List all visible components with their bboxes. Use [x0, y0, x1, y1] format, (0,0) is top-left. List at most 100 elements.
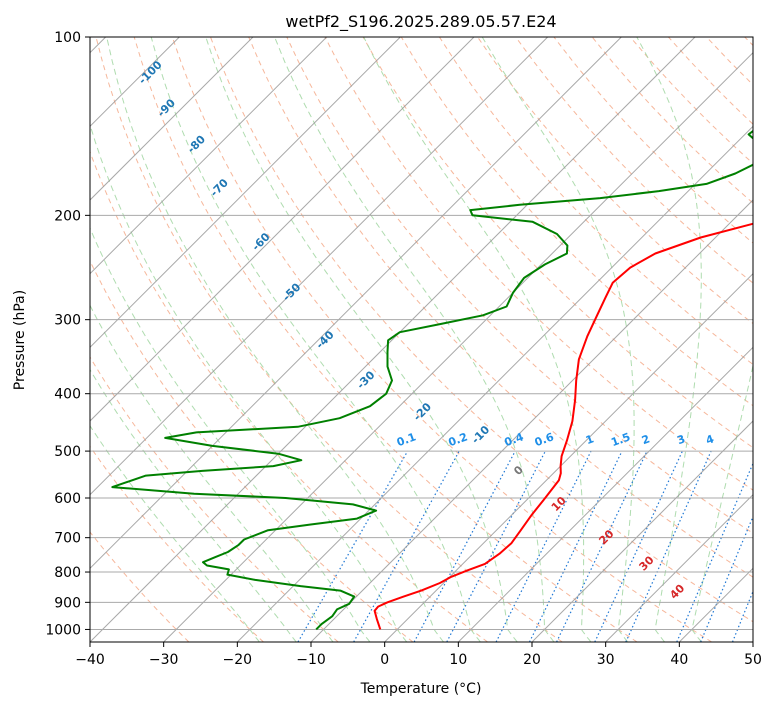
x-tick-label: 50: [744, 652, 762, 668]
dry-adiabat-line: [171, 37, 712, 642]
plot-frame: [89, 36, 754, 643]
y-tick-label: 500: [54, 444, 81, 460]
plot-labels: -100-90-80-70-60-50-40-30-20-10010203040…: [136, 58, 763, 602]
y-tick-label: 1000: [45, 622, 81, 638]
dry-adiabat-line: [668, 37, 753, 125]
isotherm-line: [236, 125, 753, 642]
mixing-ratio-label: 6: [751, 432, 763, 447]
dry-adiabat-line: [90, 531, 190, 642]
mixing-ratio-label: 4: [704, 432, 716, 447]
mixing-ratio-label: 0.1: [395, 430, 418, 449]
isotherm-line: [531, 420, 753, 642]
dry-adiabat-line: [133, 37, 638, 642]
x-axis-label: Temperature (°C): [360, 681, 482, 697]
y-tick-label: 200: [54, 208, 81, 224]
mixing-ratio-label: 0.2: [447, 430, 470, 449]
dry-adiabat-line: [90, 259, 414, 642]
y-tick-label: 300: [54, 313, 81, 329]
isotherm-label: -80: [185, 133, 208, 156]
isotherm-line: [90, 37, 401, 349]
isotherm-line: [605, 493, 753, 642]
dry-adiabat-line: [706, 37, 753, 86]
y-tick-label: 700: [54, 531, 81, 547]
isotherm-line: [310, 199, 753, 642]
dry-adiabat-line: [90, 150, 488, 642]
isotherm-label: -90: [155, 96, 178, 119]
mixing-ratio-label: 0.6: [533, 430, 556, 449]
mixing-ratio-line: [731, 589, 753, 642]
moist-adiabat-line: [481, 37, 635, 642]
isotherm-label: -60: [249, 230, 272, 253]
dry-adiabat-line: [744, 37, 753, 47]
grid: [90, 37, 753, 642]
isotherm-label: -40: [313, 328, 336, 351]
isotherm-label: -10: [469, 423, 492, 446]
y-axis-label: Pressure (hPa): [12, 290, 28, 390]
moist-adiabat-line: [90, 368, 297, 642]
moist-adiabat-line: [90, 123, 408, 642]
isotherm-line: [457, 346, 753, 642]
isotherm-label: 40: [667, 582, 687, 602]
isotherm-label: 10: [549, 494, 569, 514]
mixing-ratio-line: [297, 450, 409, 642]
isotherm-label: -20: [411, 400, 434, 423]
x-axis: −40 −30 −20 −10 0 10 20 30 40 50: [75, 642, 762, 668]
dry-adiabat-line: [400, 37, 753, 407]
mixing-ratio-line: [764, 451, 775, 642]
moist-adiabat-line: [636, 37, 702, 642]
mixing-ratio-line: [353, 450, 460, 642]
y-axis: 100 200 300 400 500 600 700 800 900 1000: [45, 30, 90, 638]
temperature-line: [373, 222, 753, 630]
x-tick-label: −20: [223, 652, 253, 668]
chart-title: wetPf2_S196.2025.289.05.57.E24: [285, 12, 556, 32]
y-tick-label: 900: [54, 595, 81, 611]
isotherm-line: [90, 37, 475, 422]
mixing-ratio-label: 1: [584, 432, 596, 447]
isotherm-line: [90, 37, 328, 275]
mixing-ratio-line: [556, 450, 648, 642]
dry-adiabat-line: [438, 37, 753, 366]
dewpoint-line: [111, 129, 753, 631]
moist-adiabat-line: [274, 37, 555, 642]
mixing-ratio-label: 0.4: [503, 430, 526, 449]
mixing-ratio-line: [528, 450, 623, 642]
dry-adiabat-line: [591, 37, 753, 204]
x-tick-label: −30: [149, 652, 179, 668]
isotherm-line: [90, 37, 696, 642]
isotherm-line: [384, 272, 753, 642]
mixing-ratio-line: [495, 450, 592, 642]
y-tick-label: 400: [54, 387, 81, 403]
isotherm-label: -70: [208, 176, 231, 199]
mixing-ratio-line: [676, 462, 753, 642]
y-tick-label: 600: [54, 491, 81, 507]
moist-adiabat-line: [363, 37, 592, 642]
x-tick-label: 30: [597, 652, 615, 668]
x-tick-label: 0: [380, 652, 389, 668]
x-tick-label: 40: [670, 652, 688, 668]
moist-adiabat-line: [150, 37, 481, 642]
x-tick-label: 20: [523, 652, 541, 668]
y-tick-label: 800: [54, 565, 81, 581]
isotherm-line: [90, 37, 254, 201]
mixing-ratio-line: [700, 514, 753, 642]
isotherm-line: [163, 51, 753, 642]
isotherm-line: [752, 641, 753, 642]
x-tick-label: 10: [449, 652, 467, 668]
isotherm-line: [678, 567, 753, 642]
mixing-ratio-label: 3: [675, 432, 687, 447]
isotherm-label: -100: [136, 58, 165, 87]
dry-adiabat-line: [210, 37, 753, 623]
mixing-ratio-label: 1.5: [609, 430, 632, 449]
dry-adiabat-line: [477, 37, 753, 325]
isotherm-label: -30: [354, 368, 377, 391]
moist-adiabat-line: [90, 226, 371, 642]
isotherm-line: [90, 37, 549, 496]
y-tick-label: 100: [54, 30, 81, 46]
isotherm-label: 20: [596, 527, 616, 547]
moist-adiabat-line: [205, 37, 518, 642]
x-tick-label: −40: [75, 652, 105, 668]
series-layer: [111, 129, 753, 631]
isotherm-line: [90, 37, 622, 570]
